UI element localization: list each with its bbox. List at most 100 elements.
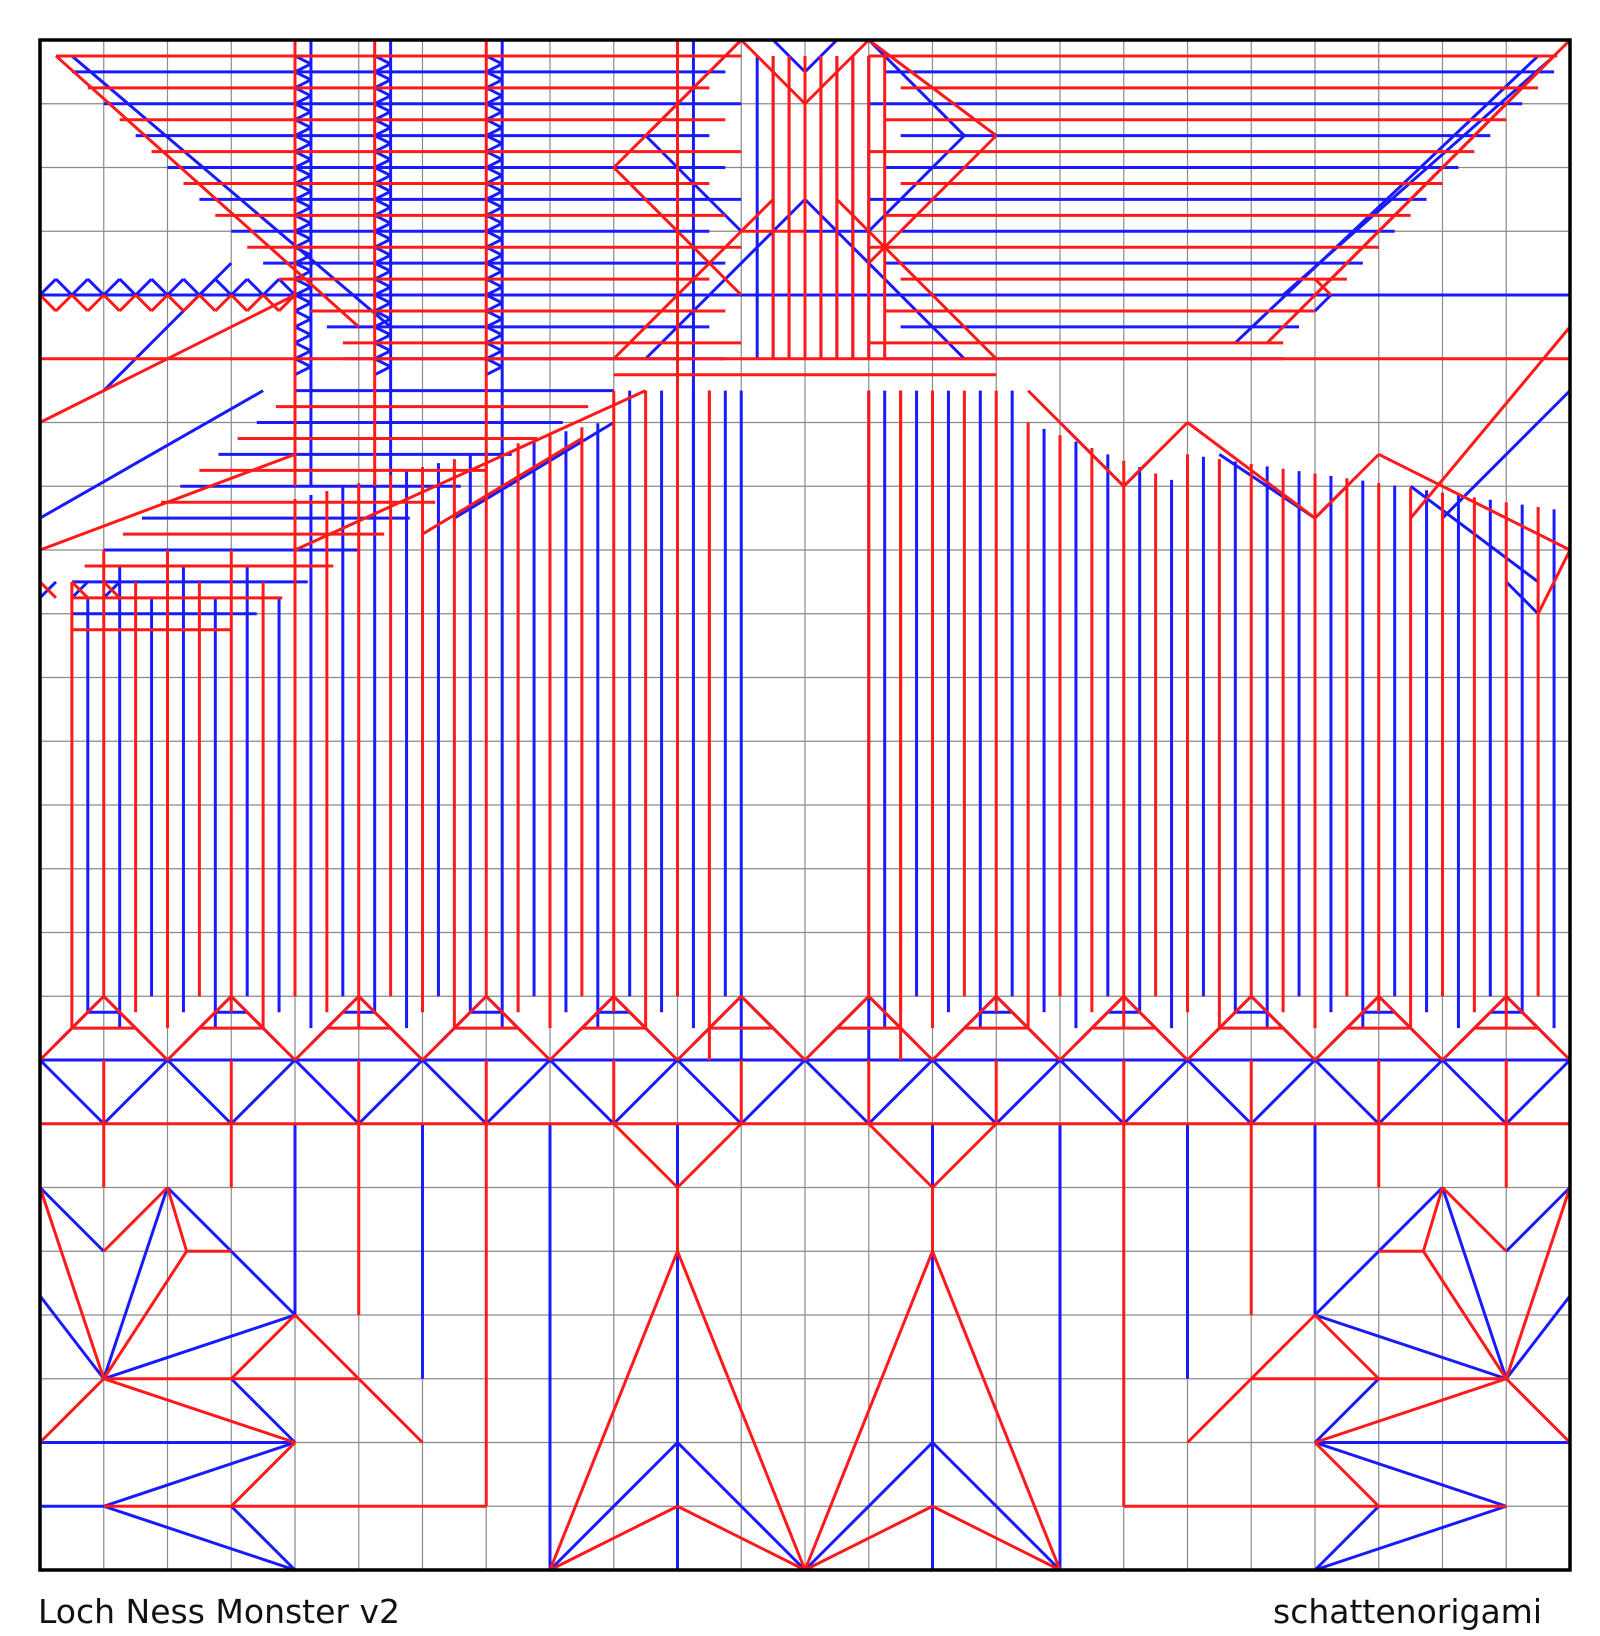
valley-fold [374,325,392,337]
mountain-fold [38,1187,106,1380]
valley-fold [103,1441,296,1508]
valley-fold [294,190,312,201]
valley-fold [294,253,312,265]
valley-fold [485,166,503,177]
valley-fold [182,278,201,297]
valley-fold [294,325,312,337]
valley-fold [485,229,503,241]
mountain-fold [931,1122,998,1189]
valley-fold [357,1058,424,1125]
mountain-fold [214,293,233,312]
valley-fold [1441,1187,1508,1380]
mountain-fold [150,293,169,312]
diagram-title: Loch Ness Monster v2 [38,1592,401,1631]
valley-fold [118,278,137,297]
mountain-fold [1186,421,1316,520]
valley-fold [102,1058,169,1125]
mountain-fold [39,293,296,424]
mountain-fold [1504,1187,1572,1380]
valley-fold [246,278,265,297]
mountain-fold [134,293,153,312]
valley-fold [278,278,297,297]
valley-fold [374,253,392,265]
valley-fold [294,62,312,74]
mountain-fold [246,293,265,312]
valley-fold [103,1313,296,1381]
mountain-fold [1409,325,1572,520]
valley-fold [1377,1058,1444,1125]
valley-fold [294,134,312,145]
valley-fold [485,94,503,106]
valley-fold [1313,1377,1380,1444]
mountain-fold [230,1313,297,1380]
valley-fold [230,1377,297,1444]
valley-fold [740,1058,807,1125]
mountain-fold [38,580,57,599]
mountain-fold [612,1122,679,1189]
valley-fold [374,94,392,106]
valley-fold [294,365,312,377]
valley-fold [485,253,503,265]
mountain-fold [1422,1250,1508,1380]
valley-fold [1122,1058,1189,1125]
valley-fold [374,261,392,273]
valley-fold [1314,1504,1507,1572]
valley-fold [931,1058,998,1125]
valley-fold [70,278,89,297]
mountain-fold [54,54,360,328]
valley-fold [1234,54,1540,344]
valley-fold [294,317,312,329]
valley-fold [374,221,392,233]
mountain-fold [931,1504,1061,1572]
mountain-fold [548,1250,679,1571]
mountain-fold [1250,1313,1317,1380]
valley-fold [374,158,392,169]
mountain-fold [676,1122,743,1189]
mountain-fold [1313,38,1572,297]
mountain-fold [102,1186,169,1253]
valley-fold [374,198,392,209]
mountain-fold [1027,389,1125,488]
mountain-fold [70,580,89,599]
mountain-fold [803,1250,934,1571]
valley-fold [38,1294,105,1380]
paper-border [38,38,1572,1572]
mountain-fold [278,293,297,312]
valley-fold [214,278,233,297]
mountain-fold [102,1250,188,1380]
valley-fold [294,221,312,233]
mountain-fold [166,1187,189,1252]
valley-fold [103,1504,296,1572]
valley-fold [1250,1058,1317,1125]
valley-fold [1313,1505,1380,1572]
mountain-fold [740,38,807,105]
valley-fold [374,317,392,329]
mountain-fold [676,1504,806,1572]
valley-fold [1441,1058,1508,1125]
valley-fold [294,198,312,209]
mountain-fold [166,293,185,312]
valley-fold [1314,1441,1507,1508]
valley-fold [230,1058,297,1125]
valley-fold [1505,1294,1572,1380]
valley-fold [374,190,392,201]
valley-fold [39,389,264,520]
mountain-fold [102,580,121,599]
valley-fold [1282,54,1556,297]
valley-fold [54,278,73,297]
mountain-fold [38,1377,105,1444]
valley-fold [294,94,312,106]
valley-fold [293,1058,360,1125]
mountain-fold [262,293,281,312]
mountain-fold [182,293,201,312]
valley-fold [374,70,392,82]
mountain-fold [835,198,998,360]
valley-fold [134,278,153,297]
valley-fold [294,102,312,114]
valley-fold [294,229,312,241]
mountain-fold [293,1313,360,1380]
mountain-fold [803,38,870,105]
valley-fold [676,1441,807,1572]
mountain-fold [931,1250,1062,1571]
mountain-fold [39,452,296,552]
